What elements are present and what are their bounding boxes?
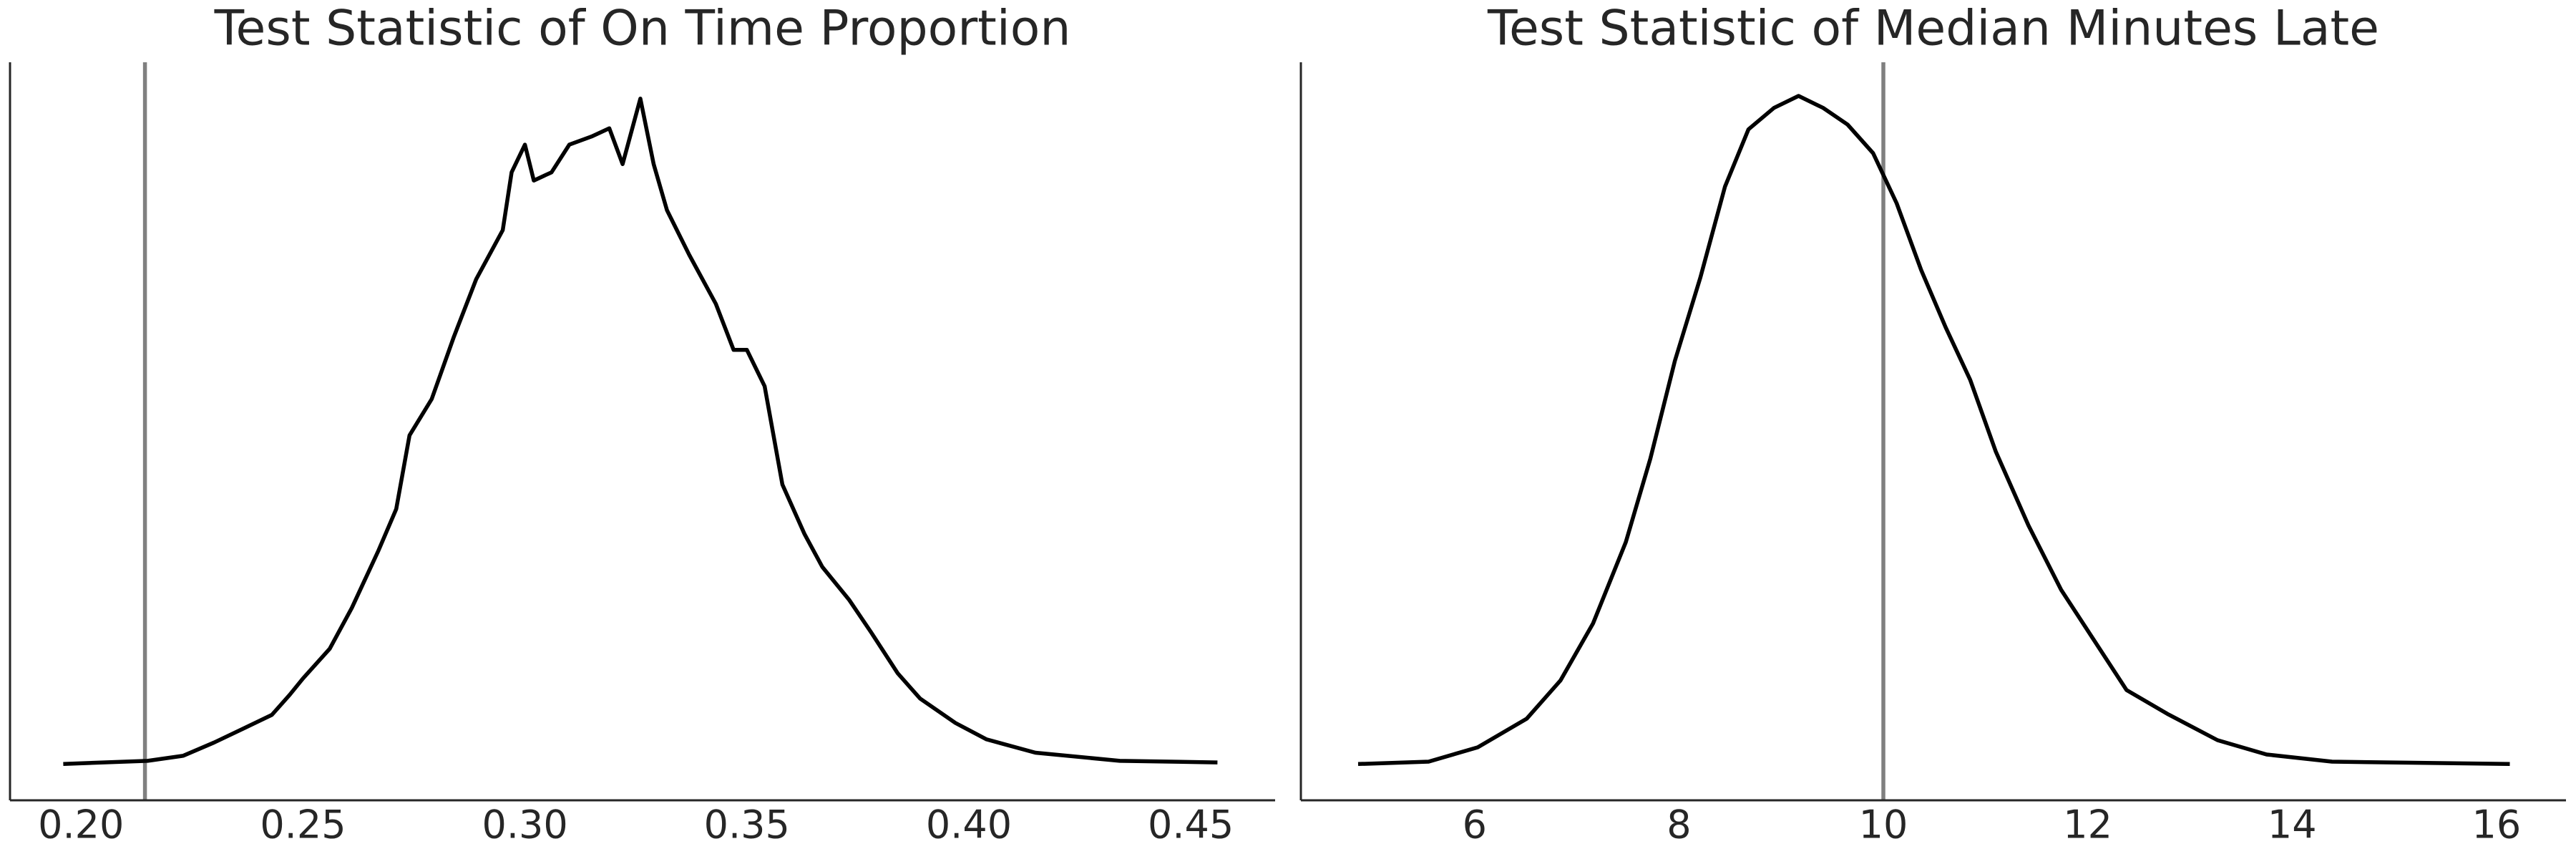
chart-title: Test Statistic of Median Minutes Late [1487,1,2379,57]
density-line [63,97,1218,766]
chart-title: Test Statistic of On Time Proportion [214,1,1071,57]
x-tick-label: 14 [2268,802,2317,848]
x-tick-label: 0.40 [926,802,1012,848]
x-tick-label: 0.25 [260,802,346,848]
density-line [1357,94,2510,767]
x-tick-label: 0.45 [1148,802,1234,848]
x-tick-label: 12 [2063,802,2112,848]
x-tick-label: 0.20 [38,802,124,848]
x-tick-label: 8 [1667,802,1691,848]
x-tick-label: 10 [1859,802,1908,848]
x-tick-label: 0.35 [704,802,790,848]
x-tick-label: 16 [2472,802,2522,848]
x-tick-label: 0.30 [482,802,567,848]
x-tick-label: 6 [1463,802,1487,848]
